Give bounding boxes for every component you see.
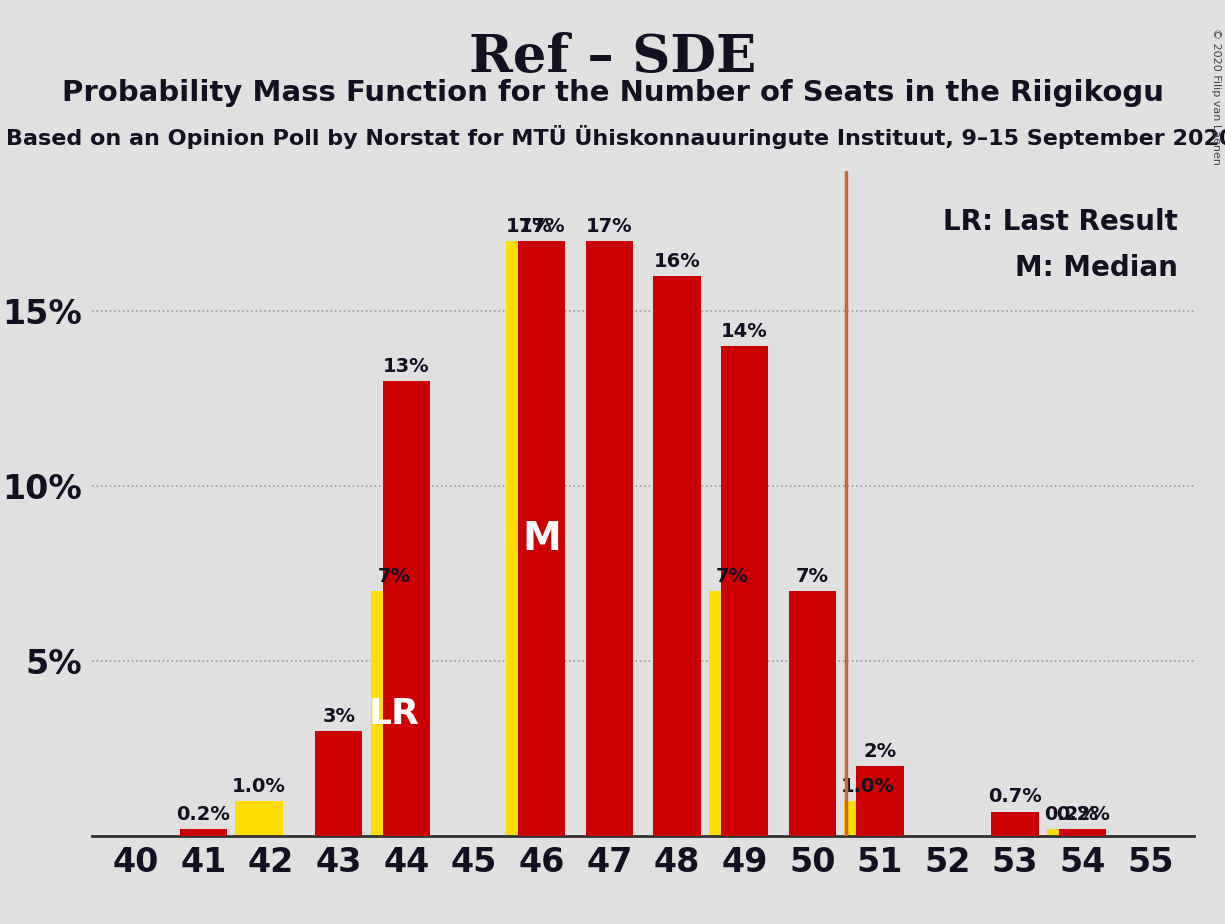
Text: 3%: 3% — [322, 707, 355, 726]
Text: 0.2%: 0.2% — [1056, 805, 1110, 824]
Text: 13%: 13% — [383, 357, 430, 376]
Text: 7%: 7% — [715, 566, 748, 586]
Bar — [844, 801, 892, 836]
Text: 16%: 16% — [654, 251, 701, 271]
Text: 0.7%: 0.7% — [989, 787, 1042, 807]
Text: Based on an Opinion Poll by Norstat for MTÜ Ühiskonnauuringute Instituut, 9–15 S: Based on an Opinion Poll by Norstat for … — [6, 125, 1225, 149]
Text: 17%: 17% — [506, 217, 552, 236]
Bar — [180, 829, 227, 836]
Text: 14%: 14% — [722, 322, 768, 341]
Bar — [586, 241, 633, 836]
Text: LR: LR — [369, 697, 420, 731]
Text: 1.0%: 1.0% — [840, 777, 894, 796]
Bar — [720, 346, 768, 836]
Bar — [709, 591, 756, 836]
Text: 0.2%: 0.2% — [1044, 805, 1098, 824]
Bar — [506, 241, 554, 836]
Bar — [518, 241, 566, 836]
Text: 7%: 7% — [377, 566, 410, 586]
Text: 17%: 17% — [518, 217, 565, 236]
Text: LR: Last Result: LR: Last Result — [943, 208, 1178, 236]
Text: 1.0%: 1.0% — [232, 777, 285, 796]
Bar — [315, 731, 363, 836]
Bar — [856, 766, 904, 836]
Bar — [235, 801, 283, 836]
Text: M: M — [522, 519, 561, 557]
Text: Probability Mass Function for the Number of Seats in the Riigikogu: Probability Mass Function for the Number… — [61, 79, 1164, 106]
Text: © 2020 Filip van Laenen: © 2020 Filip van Laenen — [1212, 28, 1221, 164]
Text: Ref – SDE: Ref – SDE — [469, 32, 756, 83]
Bar — [370, 591, 418, 836]
Text: 2%: 2% — [864, 742, 897, 761]
Bar — [1047, 829, 1094, 836]
Text: M: Median: M: Median — [1016, 254, 1178, 282]
Bar — [789, 591, 835, 836]
Bar — [1060, 829, 1106, 836]
Bar — [382, 381, 430, 836]
Text: 0.2%: 0.2% — [176, 805, 230, 824]
Bar — [991, 811, 1039, 836]
Text: 17%: 17% — [586, 217, 632, 236]
Text: 7%: 7% — [796, 566, 829, 586]
Bar — [653, 276, 701, 836]
